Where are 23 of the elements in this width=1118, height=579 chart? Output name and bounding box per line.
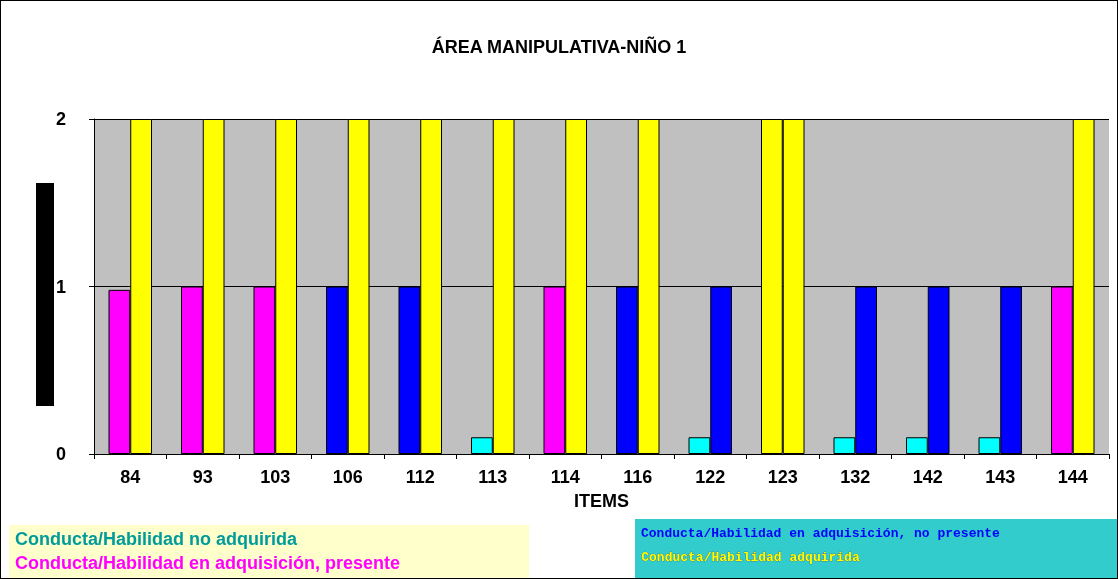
chart-title: ÁREA MANIPULATIVA-NIÑO 1: [431, 36, 687, 57]
x-tick-label: 112: [405, 467, 435, 487]
x-tick-label: 122: [695, 467, 726, 487]
y-tick-label: 0: [55, 444, 66, 464]
x-tick-label: 123: [767, 467, 798, 487]
x-tick-label: 103: [260, 467, 291, 487]
x-tick-label: 144: [1057, 467, 1088, 487]
x-tick-label: 142: [912, 467, 943, 487]
x-tick-label: 84: [120, 467, 141, 487]
x-axis-title: ITEMS: [573, 491, 630, 511]
y-tick-label: 1: [55, 276, 66, 297]
x-tick-label: 116: [623, 467, 653, 487]
text: Conducta/Habilidad en adquisición, presente: [15, 553, 401, 573]
text: Conducta/Habilidad no adquirida: [15, 529, 298, 549]
text: Conducta/Habilidad adquirida: [641, 550, 860, 566]
x-tick-label: 93: [192, 467, 213, 487]
x-tick-label: 143: [985, 467, 1016, 487]
y-tick-label: 2: [55, 109, 66, 129]
x-tick-label: 113: [478, 467, 508, 487]
x-tick-label: 132: [840, 467, 871, 487]
text: Conducta/Habilidad en adquisición, no presente: [641, 526, 1001, 541]
x-tick-label: 114: [550, 467, 580, 487]
x-tick-label: 106: [332, 467, 363, 487]
